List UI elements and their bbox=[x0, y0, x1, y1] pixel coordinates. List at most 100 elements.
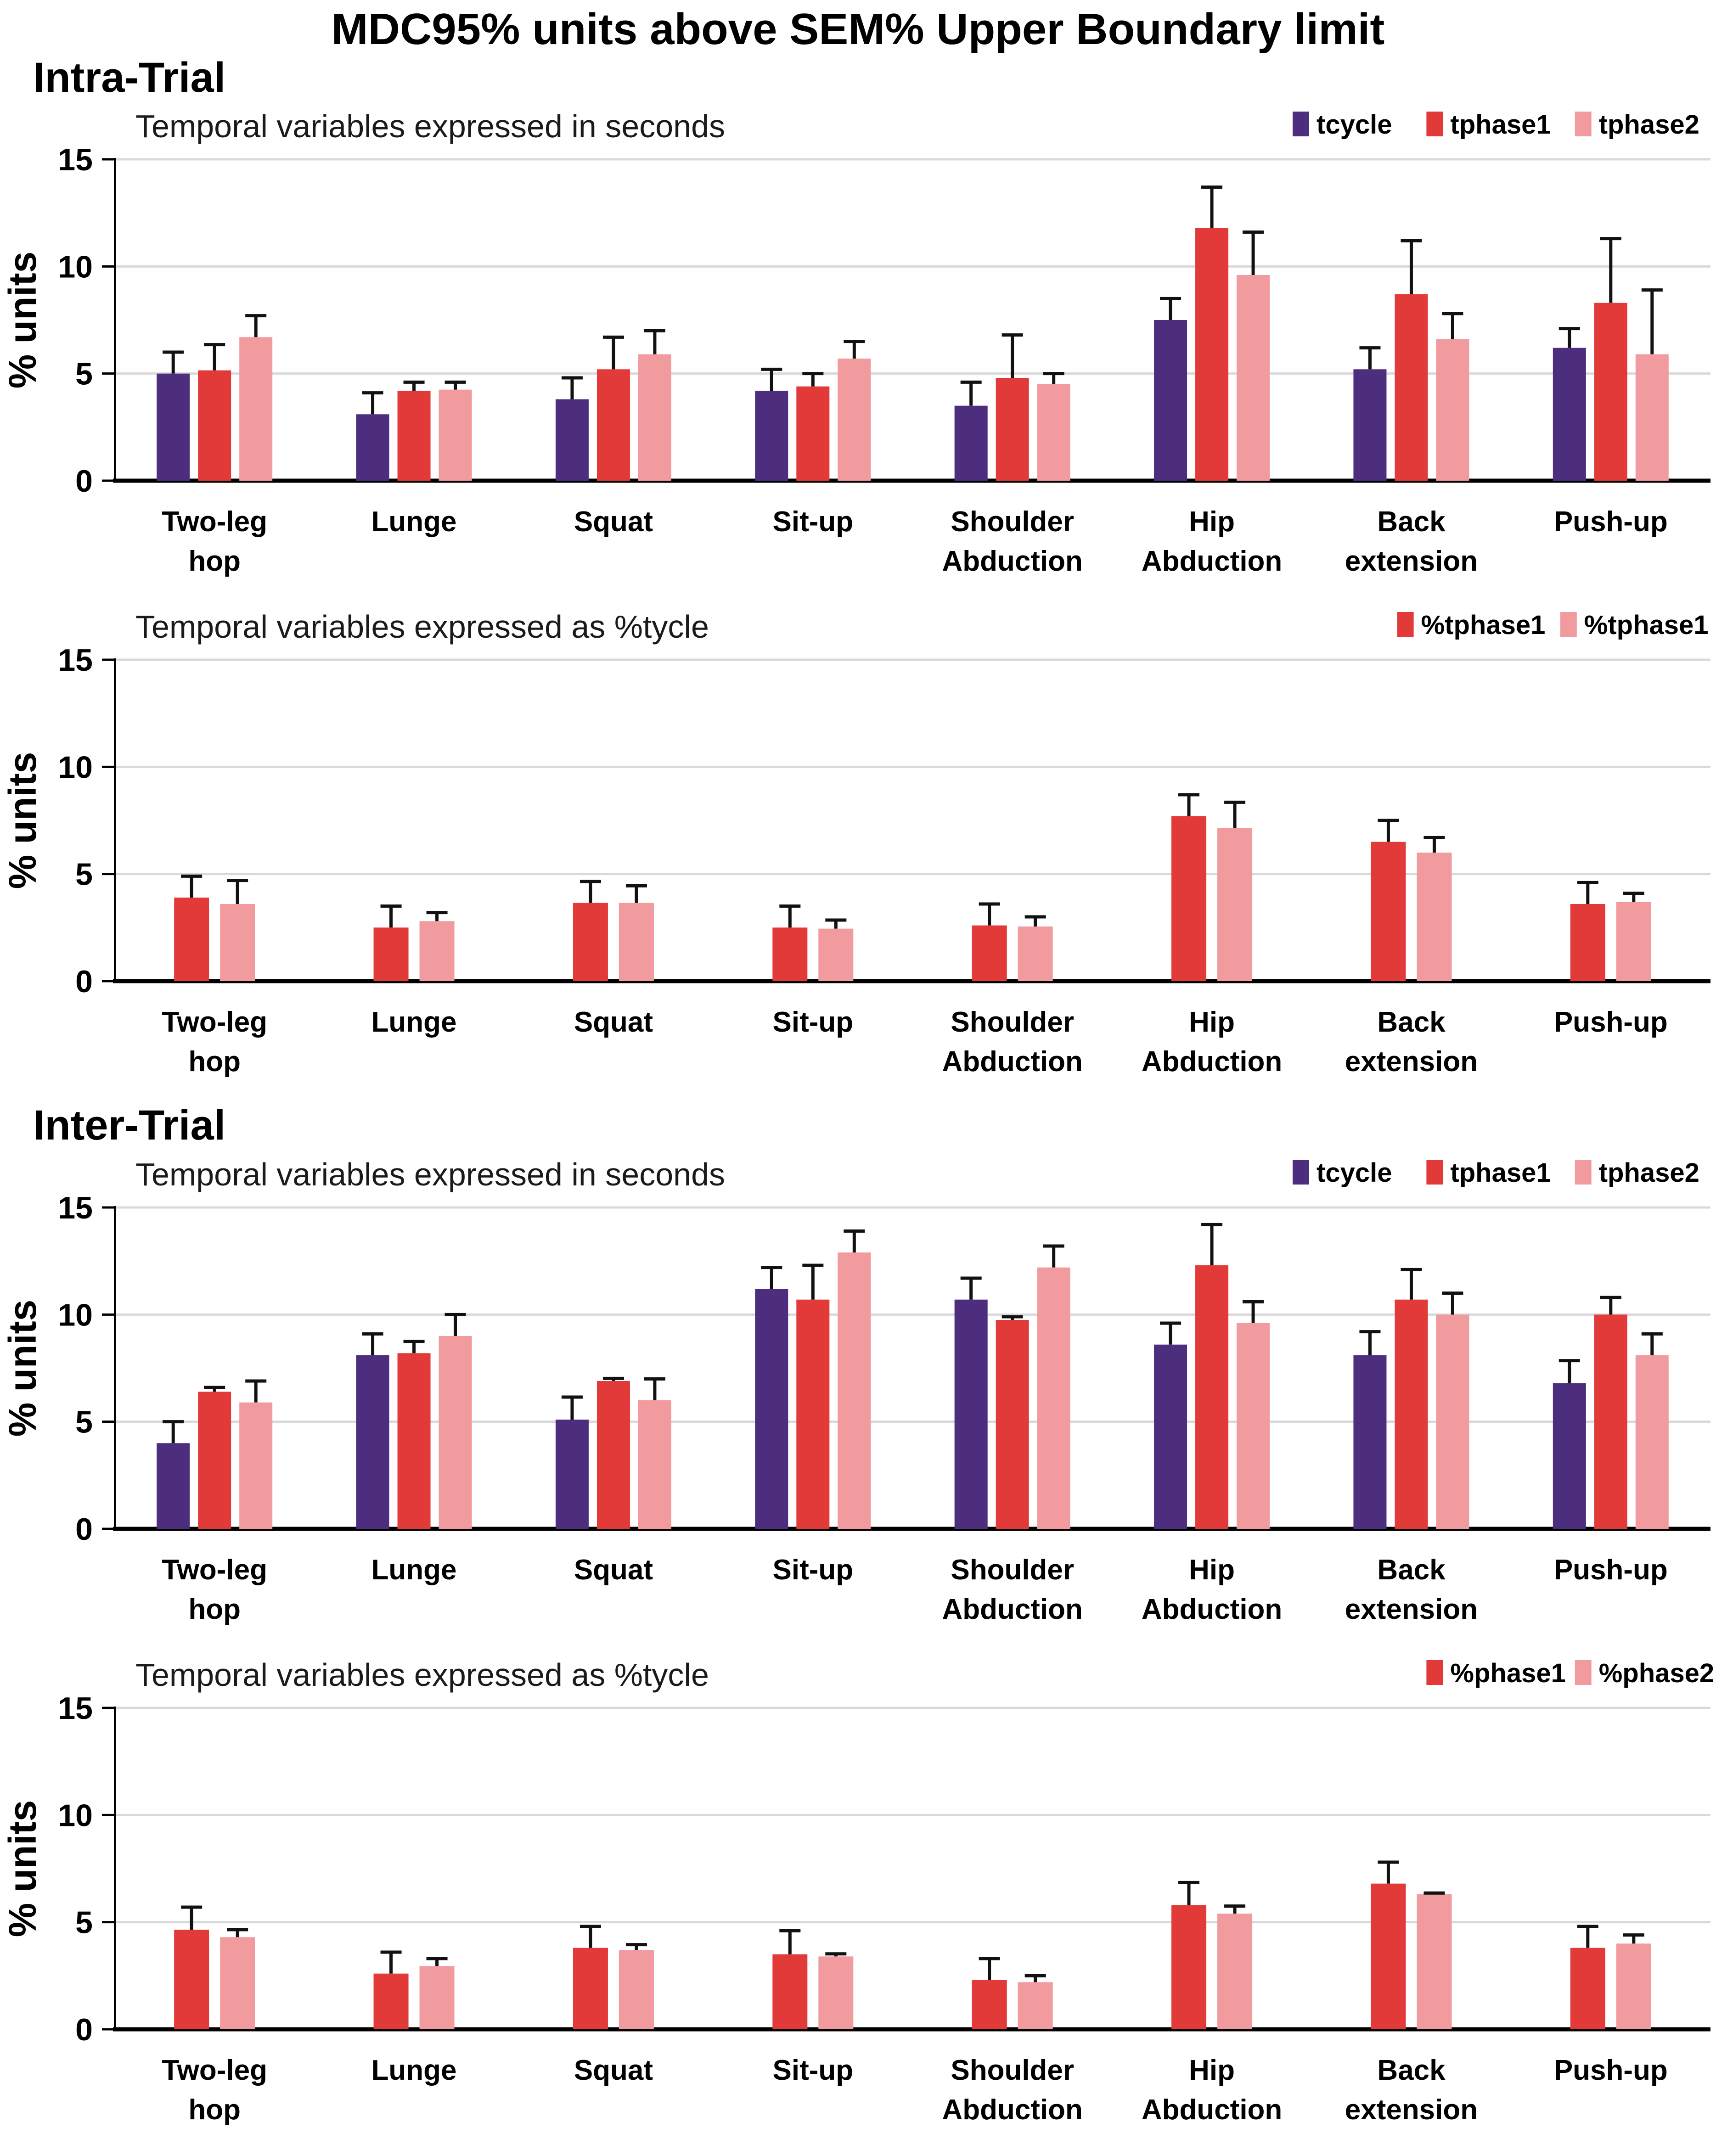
category-label: Push-up bbox=[1554, 1006, 1668, 1038]
bar-tcycle-0 bbox=[157, 1443, 190, 1529]
bar-%phase1-2 bbox=[573, 1948, 608, 2029]
category-label: extension bbox=[1345, 2094, 1478, 2126]
y-tick-label: 5 bbox=[75, 1905, 93, 1940]
legend-swatch bbox=[1397, 612, 1414, 637]
category-label: Back bbox=[1377, 2055, 1446, 2086]
bar-%tphase1-0 bbox=[174, 898, 209, 982]
y-tick-label: 5 bbox=[75, 857, 93, 892]
y-axis-title: % units bbox=[1, 1800, 44, 1937]
category-label: Lunge bbox=[371, 2055, 457, 2086]
section-intra-trial: Intra-Trial 0 5 10 15 Temporal variables exp… bbox=[0, 56, 1716, 1101]
chart-title: Temporal variables expressed as %tycle bbox=[135, 1657, 709, 1693]
category-label: Two-leg bbox=[162, 1006, 267, 1038]
chart-title: Temporal variables expressed in seconds bbox=[135, 1157, 725, 1192]
y-axis-title: % units bbox=[1, 752, 44, 889]
category-label: hop bbox=[188, 545, 241, 577]
category-label: Lunge bbox=[371, 1006, 457, 1038]
category-label: Lunge bbox=[371, 506, 457, 538]
legend-swatch bbox=[1575, 112, 1592, 137]
chart-inter-seconds: 0 5 10 15 Temporal variables expressed in se… bbox=[0, 1148, 1716, 1648]
section-header-inter: Inter-Trial bbox=[33, 1102, 226, 1149]
category-label: Sit-up bbox=[773, 506, 854, 538]
category-label: Squat bbox=[574, 506, 653, 538]
bar-tphase1-6 bbox=[1395, 1299, 1428, 1529]
bar-%tphase1-6 bbox=[1417, 853, 1452, 982]
legend-label: %tphase1 bbox=[1421, 610, 1546, 640]
bar-tcycle-6 bbox=[1353, 369, 1387, 481]
bar-tphase1-0 bbox=[198, 371, 231, 481]
category-label: hop bbox=[188, 1046, 241, 1078]
bar-tphase2-7 bbox=[1635, 354, 1669, 481]
category-label: Abduction bbox=[1142, 1594, 1283, 1625]
category-label: Push-up bbox=[1554, 506, 1668, 538]
y-tick-label: 10 bbox=[58, 1297, 93, 1332]
y-tick-label: 0 bbox=[75, 2012, 93, 2047]
bar-tcycle-2 bbox=[555, 399, 589, 481]
y-tick-label: 15 bbox=[58, 1691, 93, 1726]
category-label: Shoulder bbox=[951, 1006, 1074, 1038]
category-label: Hip bbox=[1189, 2055, 1235, 2086]
bar-tcycle-7 bbox=[1553, 348, 1586, 481]
bar-tcycle-4 bbox=[954, 1299, 988, 1529]
bar-tcycle-6 bbox=[1353, 1355, 1387, 1529]
section-inter-trial: Inter-Trial 0 5 10 15 Temporal variables exp… bbox=[0, 1103, 1716, 2149]
bar-%phase2-2 bbox=[619, 1950, 654, 2029]
category-label: extension bbox=[1345, 1046, 1478, 1078]
bar-chart-svg: 0 5 10 15 Temporal variables expressed as %t… bbox=[1, 609, 1710, 1078]
bar-tphase1-5 bbox=[1195, 228, 1229, 481]
legend: tcycle tphase1 tphase2 bbox=[1293, 110, 1699, 140]
figure-title: MDC95% units above SEM% Upper Boundary l… bbox=[331, 5, 1385, 54]
chart-title: Temporal variables expressed in seconds bbox=[135, 108, 725, 144]
chart-inter-pctcycle: 0 5 10 15 Temporal variables expressed as %t… bbox=[0, 1648, 1716, 2149]
legend-label: %tphase1 bbox=[1584, 610, 1709, 640]
bar-tphase2-0 bbox=[239, 1402, 273, 1529]
bar-%tphase1-6 bbox=[1371, 842, 1406, 982]
bar-tcycle-4 bbox=[954, 406, 988, 481]
bar-%phase2-4 bbox=[1018, 1982, 1053, 2029]
legend-swatch bbox=[1426, 1159, 1443, 1185]
bar-tcycle-3 bbox=[755, 391, 788, 481]
bar-%tphase1-4 bbox=[1018, 926, 1053, 982]
bar-tphase2-6 bbox=[1436, 339, 1469, 481]
bar-tcycle-5 bbox=[1154, 320, 1187, 481]
y-tick-label: 10 bbox=[58, 250, 93, 285]
bar-tphase2-1 bbox=[439, 1336, 472, 1529]
y-tick-label: 15 bbox=[58, 643, 93, 678]
bar-tphase2-3 bbox=[838, 359, 871, 481]
bar-tphase2-0 bbox=[239, 337, 273, 481]
bar-%phase2-6 bbox=[1417, 1894, 1452, 2029]
bar-%tphase1-3 bbox=[772, 927, 808, 982]
category-label: Squat bbox=[574, 1006, 653, 1038]
category-label: Hip bbox=[1189, 506, 1235, 538]
bar-%tphase1-2 bbox=[619, 903, 654, 982]
category-label: Abduction bbox=[942, 545, 1083, 577]
bar-tphase1-1 bbox=[397, 391, 431, 481]
category-label: Lunge bbox=[371, 1554, 457, 1586]
bar-%tphase1-2 bbox=[573, 903, 608, 982]
bar-tphase1-7 bbox=[1594, 1314, 1627, 1529]
legend: %tphase1 %tphase1 bbox=[1397, 610, 1709, 640]
category-label: Two-leg bbox=[162, 1554, 267, 1586]
bar-%tphase1-5 bbox=[1217, 828, 1253, 982]
category-label: Abduction bbox=[942, 1046, 1083, 1078]
bar-tphase2-5 bbox=[1237, 275, 1270, 481]
bar-chart-svg: 0 5 10 15 Temporal variables expressed in se… bbox=[1, 108, 1710, 577]
y-tick-label: 10 bbox=[58, 750, 93, 785]
bar-tphase1-2 bbox=[596, 1381, 630, 1529]
category-label: Hip bbox=[1189, 1554, 1235, 1586]
bar-%tphase1-4 bbox=[972, 926, 1007, 982]
category-label: hop bbox=[188, 2094, 241, 2126]
bar-tphase1-1 bbox=[397, 1353, 431, 1529]
category-label: Squat bbox=[574, 1554, 653, 1586]
legend-swatch bbox=[1426, 112, 1443, 137]
y-tick-label: 15 bbox=[58, 1190, 93, 1225]
bar-%phase2-1 bbox=[419, 1966, 455, 2029]
category-label: Abduction bbox=[1142, 545, 1283, 577]
category-label: Back bbox=[1377, 506, 1446, 538]
bar-tphase2-6 bbox=[1436, 1314, 1469, 1529]
legend-swatch bbox=[1293, 112, 1309, 137]
bar-tphase2-7 bbox=[1635, 1355, 1669, 1529]
category-label: Push-up bbox=[1554, 1554, 1668, 1586]
category-label: Shoulder bbox=[951, 2055, 1074, 2086]
category-label: Abduction bbox=[1142, 1046, 1283, 1078]
